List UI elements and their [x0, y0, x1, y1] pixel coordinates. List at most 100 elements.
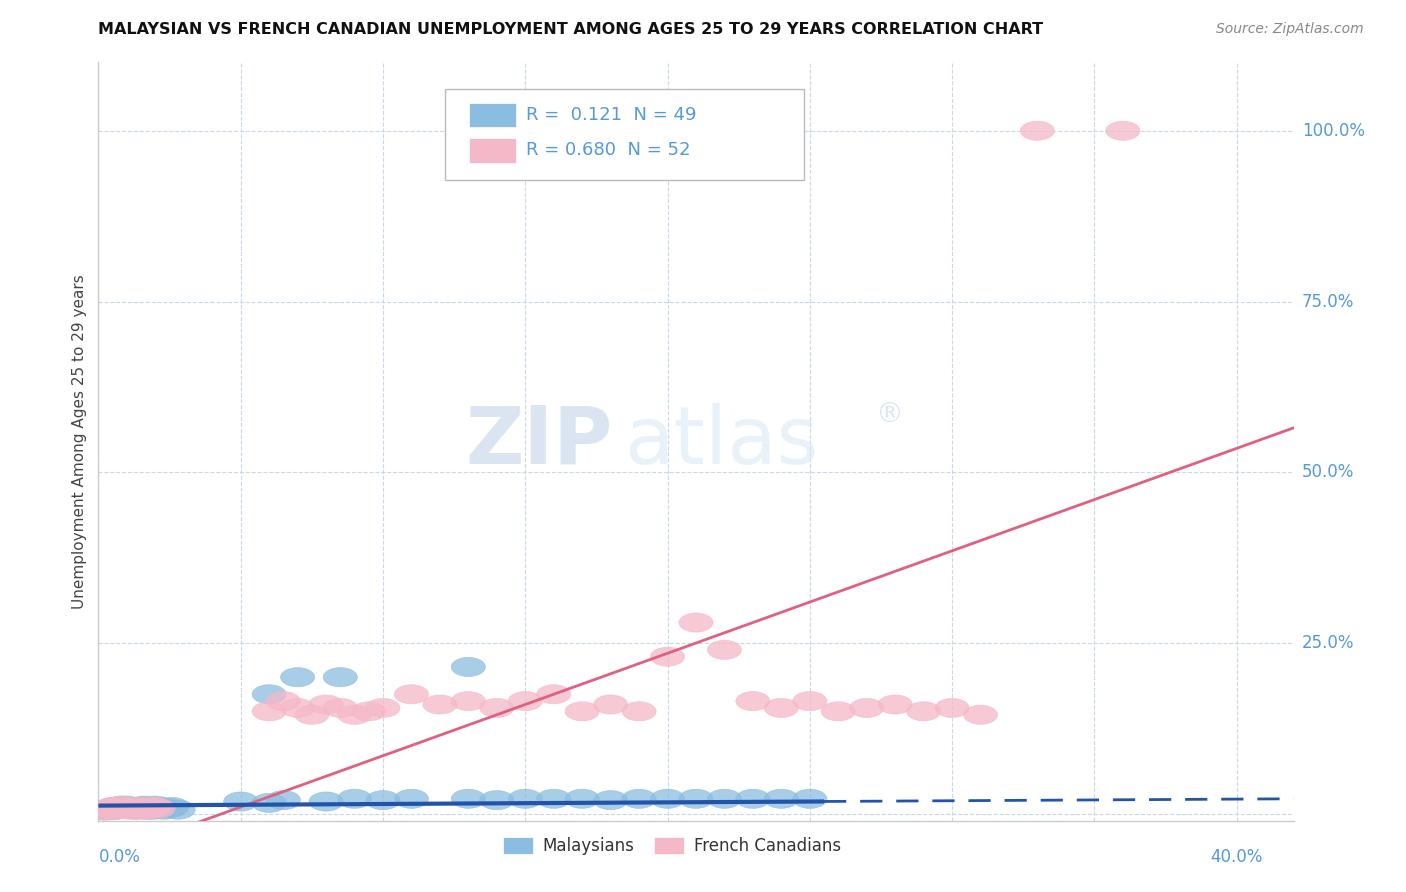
- Ellipse shape: [90, 800, 124, 819]
- Ellipse shape: [115, 797, 149, 816]
- Ellipse shape: [565, 789, 599, 808]
- Ellipse shape: [309, 695, 343, 714]
- Ellipse shape: [281, 698, 315, 717]
- Ellipse shape: [735, 789, 770, 808]
- Ellipse shape: [90, 801, 124, 820]
- Ellipse shape: [112, 800, 146, 819]
- Ellipse shape: [907, 702, 941, 721]
- Ellipse shape: [935, 698, 969, 717]
- Ellipse shape: [152, 798, 187, 818]
- Text: 25.0%: 25.0%: [1302, 634, 1354, 652]
- Ellipse shape: [821, 702, 855, 721]
- Ellipse shape: [104, 796, 138, 815]
- Ellipse shape: [98, 800, 132, 819]
- Ellipse shape: [143, 797, 179, 816]
- Ellipse shape: [98, 800, 132, 819]
- Ellipse shape: [87, 801, 121, 820]
- Ellipse shape: [849, 698, 884, 717]
- Ellipse shape: [121, 798, 155, 818]
- Text: R =  0.121  N = 49: R = 0.121 N = 49: [526, 106, 697, 124]
- Ellipse shape: [138, 797, 173, 816]
- Ellipse shape: [124, 797, 159, 816]
- Ellipse shape: [162, 800, 195, 819]
- FancyBboxPatch shape: [470, 103, 516, 127]
- Ellipse shape: [793, 789, 827, 808]
- Ellipse shape: [423, 695, 457, 714]
- Ellipse shape: [1105, 121, 1140, 140]
- Ellipse shape: [651, 789, 685, 808]
- Ellipse shape: [707, 640, 741, 659]
- Ellipse shape: [110, 797, 143, 816]
- Ellipse shape: [1021, 121, 1054, 140]
- Ellipse shape: [508, 691, 543, 711]
- FancyBboxPatch shape: [446, 89, 804, 180]
- Ellipse shape: [138, 796, 173, 815]
- Ellipse shape: [104, 796, 138, 815]
- Ellipse shape: [155, 797, 190, 816]
- Text: 40.0%: 40.0%: [1211, 848, 1263, 866]
- Ellipse shape: [323, 667, 357, 687]
- Ellipse shape: [707, 789, 741, 808]
- Ellipse shape: [337, 789, 371, 808]
- Y-axis label: Unemployment Among Ages 25 to 29 years: Unemployment Among Ages 25 to 29 years: [72, 274, 87, 609]
- Ellipse shape: [93, 798, 127, 818]
- Ellipse shape: [621, 702, 657, 721]
- Ellipse shape: [129, 800, 165, 819]
- Ellipse shape: [281, 667, 315, 687]
- Ellipse shape: [879, 695, 912, 714]
- Ellipse shape: [765, 789, 799, 808]
- Ellipse shape: [252, 793, 287, 813]
- Ellipse shape: [141, 798, 176, 818]
- Ellipse shape: [679, 613, 713, 632]
- Text: ®: ®: [876, 401, 903, 429]
- Text: MALAYSIAN VS FRENCH CANADIAN UNEMPLOYMENT AMONG AGES 25 TO 29 YEARS CORRELATION : MALAYSIAN VS FRENCH CANADIAN UNEMPLOYMEN…: [98, 22, 1043, 37]
- Ellipse shape: [129, 800, 165, 819]
- Ellipse shape: [394, 685, 429, 704]
- Ellipse shape: [118, 800, 152, 819]
- Ellipse shape: [565, 702, 599, 721]
- Ellipse shape: [337, 706, 371, 724]
- Ellipse shape: [107, 798, 141, 818]
- Text: 0.0%: 0.0%: [98, 848, 141, 866]
- Ellipse shape: [679, 789, 713, 808]
- Ellipse shape: [735, 691, 770, 711]
- Ellipse shape: [451, 789, 485, 808]
- Ellipse shape: [135, 800, 170, 819]
- Ellipse shape: [141, 798, 176, 818]
- Ellipse shape: [266, 691, 301, 711]
- Ellipse shape: [224, 792, 257, 811]
- Ellipse shape: [135, 798, 170, 818]
- Ellipse shape: [101, 798, 135, 818]
- Ellipse shape: [309, 792, 343, 811]
- Ellipse shape: [352, 702, 385, 721]
- Ellipse shape: [295, 706, 329, 724]
- Ellipse shape: [127, 798, 162, 818]
- Ellipse shape: [479, 790, 513, 810]
- Ellipse shape: [101, 798, 135, 818]
- Ellipse shape: [146, 800, 181, 819]
- Ellipse shape: [451, 691, 485, 711]
- Text: Source: ZipAtlas.com: Source: ZipAtlas.com: [1216, 22, 1364, 37]
- Ellipse shape: [479, 698, 513, 717]
- Ellipse shape: [118, 798, 152, 818]
- Ellipse shape: [93, 798, 127, 818]
- Ellipse shape: [127, 796, 162, 815]
- Ellipse shape: [508, 789, 543, 808]
- Ellipse shape: [537, 789, 571, 808]
- Text: 50.0%: 50.0%: [1302, 463, 1354, 482]
- Ellipse shape: [451, 657, 485, 676]
- Ellipse shape: [366, 698, 401, 717]
- Legend: Malaysians, French Canadians: Malaysians, French Canadians: [496, 830, 848, 862]
- Ellipse shape: [394, 789, 429, 808]
- Text: 100.0%: 100.0%: [1302, 121, 1365, 140]
- Ellipse shape: [266, 790, 301, 810]
- Ellipse shape: [112, 798, 146, 818]
- Ellipse shape: [96, 797, 129, 816]
- Ellipse shape: [793, 691, 827, 711]
- Ellipse shape: [132, 797, 167, 816]
- FancyBboxPatch shape: [470, 138, 516, 162]
- Ellipse shape: [252, 685, 287, 704]
- Ellipse shape: [132, 797, 167, 816]
- Ellipse shape: [107, 798, 141, 818]
- Text: ZIP: ZIP: [465, 402, 613, 481]
